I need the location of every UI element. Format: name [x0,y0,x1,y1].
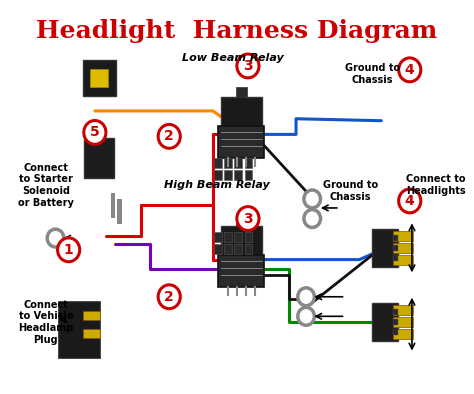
Bar [110,193,114,217]
Bar [235,232,242,242]
Text: 4: 4 [405,194,415,208]
Text: High Beam Relay: High Beam Relay [164,180,270,190]
Text: 5: 5 [90,125,100,139]
Bar [392,255,413,265]
Bar [393,319,398,325]
Bar [392,305,413,315]
Bar [224,244,232,254]
Circle shape [158,125,180,148]
Bar [245,170,252,180]
Bar [245,158,252,168]
Circle shape [399,189,421,213]
Bar [84,138,114,178]
Text: Headlight  Harness Diagram: Headlight Harness Diagram [36,19,438,43]
Bar [83,329,100,338]
Circle shape [57,238,80,262]
Bar [372,303,398,341]
Bar [214,158,221,168]
Bar [224,158,232,168]
Text: Connect
to Vehicle
Headlamp
Plug: Connect to Vehicle Headlamp Plug [18,300,73,345]
Circle shape [158,285,180,309]
Bar [245,232,252,242]
Bar [90,69,109,87]
Bar [392,317,413,327]
Bar [393,255,398,261]
Bar [214,232,221,242]
Text: 3: 3 [243,212,253,225]
Bar [393,329,398,335]
Bar [245,244,252,254]
Text: 2: 2 [164,129,174,143]
Circle shape [298,307,314,325]
Bar [219,255,264,287]
Bar [393,309,398,315]
Text: Ground to
Chassis: Ground to Chassis [323,180,378,202]
Circle shape [304,210,320,227]
Bar [235,158,242,168]
Circle shape [304,190,320,208]
Bar [372,229,398,267]
Text: 4: 4 [405,63,415,77]
Bar [393,245,398,251]
Text: Ground to
Chassis: Ground to Chassis [345,63,400,85]
Bar [236,87,247,97]
Circle shape [399,58,421,82]
Text: 1: 1 [64,243,73,257]
Text: 3: 3 [243,59,253,73]
Bar [214,244,221,254]
Bar [235,244,242,254]
Bar [224,170,232,180]
Text: 2: 2 [164,290,174,304]
Circle shape [237,206,259,230]
Circle shape [237,54,259,78]
Bar [392,243,413,253]
Bar [83,311,100,320]
Bar [224,232,232,242]
Text: Connect
to Starter
Solenoid
or Battery: Connect to Starter Solenoid or Battery [18,163,74,208]
Bar [392,329,413,339]
Bar [219,126,264,158]
Bar [392,231,413,241]
Bar [59,302,100,358]
Bar [393,235,398,241]
Bar [221,226,262,255]
Bar [221,97,262,126]
Text: Connect to
Headlights: Connect to Headlights [406,175,466,196]
Text: Low Beam Relay: Low Beam Relay [182,53,283,63]
Bar [82,60,116,96]
Bar [117,199,121,223]
Circle shape [84,121,106,144]
Circle shape [47,229,64,247]
Bar [236,216,247,226]
Bar [235,170,242,180]
Circle shape [298,288,314,306]
Bar [214,170,221,180]
